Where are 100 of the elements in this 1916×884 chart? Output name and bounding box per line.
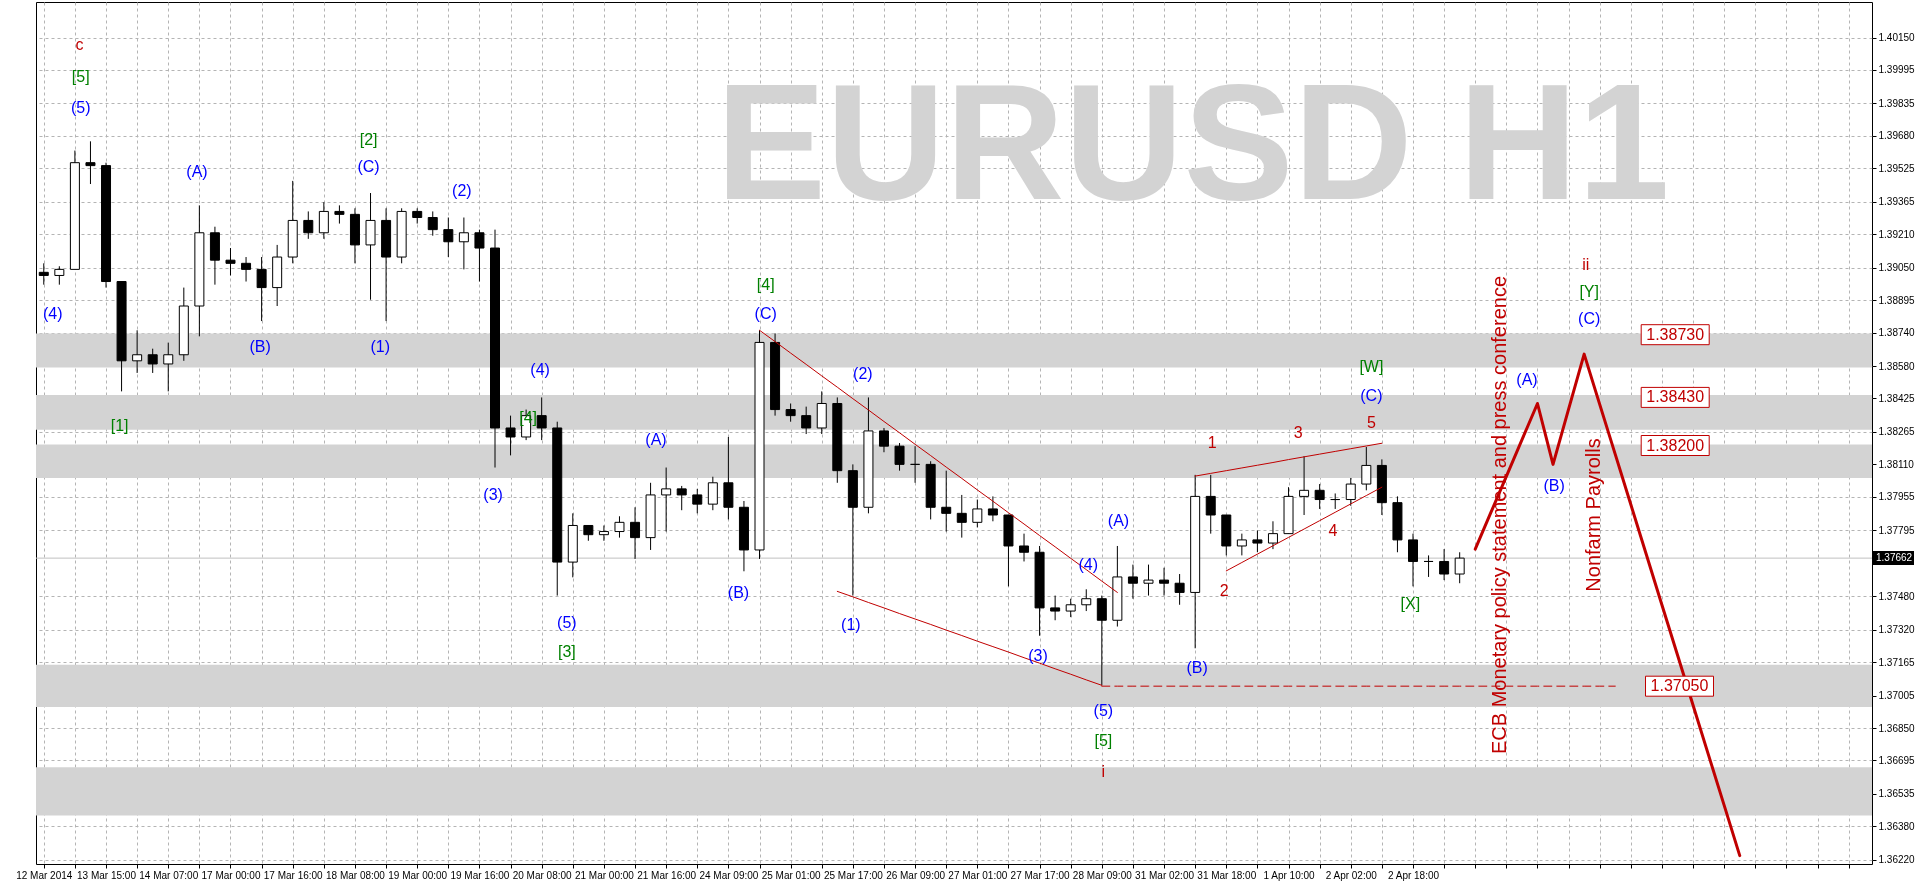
y-tick-label: 1.37480 — [1878, 590, 1916, 602]
annotation: 3 — [1293, 424, 1303, 442]
x-tick-label: 13 Mar 15:00 — [77, 869, 137, 881]
annotation: [3] — [558, 642, 576, 660]
annotation: (A) — [645, 431, 667, 449]
candlestick — [614, 515, 625, 539]
candlestick — [661, 467, 672, 533]
candlestick — [987, 495, 998, 522]
annotation: ECB Monetary policy statement and press conference — [1487, 275, 1510, 755]
annotation: (5) — [1093, 702, 1114, 720]
y-tick-label: 1.37320 — [1878, 624, 1916, 636]
candlestick — [303, 210, 314, 240]
candlestick — [1345, 477, 1356, 507]
y-tick-label: 1.39995 — [1878, 64, 1916, 76]
annotation: c — [75, 35, 84, 53]
ref-line-label: 1.37662 — [1876, 552, 1913, 564]
y-tick-label: 1.37955 — [1878, 491, 1916, 503]
y-tick-label: 1.39835 — [1878, 97, 1916, 109]
candlestick — [878, 427, 889, 453]
annotation: [5] — [71, 68, 90, 86]
candlestick — [132, 329, 143, 374]
annotation: [2] — [359, 130, 378, 148]
candlestick — [1314, 483, 1325, 510]
candlestick — [676, 485, 687, 511]
candlestick — [85, 140, 96, 185]
candlestick — [1408, 533, 1418, 587]
candlestick — [972, 499, 983, 528]
x-tick-label: 21 Mar 16:00 — [637, 869, 697, 881]
y-tick-label: 1.37165 — [1878, 656, 1916, 668]
candlestick — [1361, 446, 1372, 491]
candlestick — [256, 256, 267, 322]
annotation: 4 — [1328, 521, 1338, 539]
x-tick-label: 25 Mar 01:00 — [761, 869, 822, 881]
annotation: (A) — [1516, 371, 1538, 389]
candlestick — [1143, 564, 1154, 597]
x-tick-label: 1 Apr 10:00 — [1263, 869, 1316, 881]
x-tick-label: 20 Mar 08:00 — [512, 869, 573, 881]
annotation: (3) — [483, 485, 503, 503]
candlestick — [1159, 567, 1170, 597]
candlestick — [692, 488, 703, 514]
candlestick — [536, 396, 547, 441]
candlestick — [427, 210, 438, 237]
candlestick — [1454, 551, 1465, 584]
annotation: [4] — [756, 275, 775, 293]
candlestick — [147, 348, 158, 374]
candlestick — [334, 204, 345, 225]
candlestick — [241, 256, 252, 283]
y-tick-label: 1.38265 — [1878, 426, 1916, 438]
annotation: (4) — [530, 361, 550, 378]
y-tick-label: 1.36220 — [1878, 854, 1916, 866]
y-tick-label: 1.37795 — [1878, 524, 1916, 536]
y-tick-label: 1.36695 — [1878, 754, 1916, 766]
candlestick — [163, 342, 174, 392]
x-tick-label: 25 Mar 17:00 — [823, 869, 884, 881]
x-tick-label: 19 Mar 16:00 — [450, 869, 510, 881]
annotation: Nonfarm Payrolls — [1582, 438, 1605, 592]
candlestick — [1050, 595, 1061, 621]
y-tick-label: 1.38425 — [1878, 392, 1916, 404]
annotation: 1.38730 — [1646, 325, 1705, 343]
candlestick — [54, 265, 65, 286]
annotation: 1.37050 — [1650, 677, 1709, 695]
y-tick-label: 1.38895 — [1878, 294, 1916, 306]
annotation: [W] — [1359, 357, 1384, 375]
candlestick — [894, 442, 905, 472]
y-tick-label: 1.39365 — [1878, 196, 1916, 208]
y-tick-label: 1.38580 — [1878, 360, 1916, 372]
candlestick — [318, 201, 329, 240]
annotation: (4) — [42, 304, 63, 322]
x-tick-label: 31 Mar 02:00 — [1135, 869, 1195, 881]
candlestick — [458, 217, 469, 270]
candlestick — [443, 217, 454, 258]
candlestick — [1065, 598, 1076, 618]
annotation: (B) — [727, 583, 750, 601]
candlestick — [474, 229, 485, 283]
annotation: (5) — [557, 613, 577, 631]
candlestick — [1174, 573, 1185, 606]
x-tick-label: 28 Mar 09:00 — [1072, 869, 1133, 881]
y-tick-label: 1.39050 — [1878, 262, 1916, 274]
annotation: (4) — [1078, 555, 1098, 573]
candlestick — [1081, 588, 1092, 612]
y-tick-label: 1.36380 — [1878, 820, 1916, 832]
candlestick — [225, 247, 236, 276]
annotation: (2) — [452, 181, 472, 199]
annotation: 2 — [1219, 582, 1229, 600]
annotation: [1] — [110, 417, 129, 435]
annotation: (B) — [249, 338, 271, 356]
annotation: [5] — [1094, 732, 1113, 750]
annotation: (1) — [370, 337, 390, 355]
y-tick-label: 1.39525 — [1878, 162, 1916, 174]
x-tick-label: 27 Mar 17:00 — [1010, 869, 1070, 881]
annotation: (A) — [186, 162, 208, 180]
y-tick-label: 1.40150 — [1878, 32, 1916, 44]
candlestick — [1439, 548, 1450, 581]
annotation: (5) — [70, 98, 91, 116]
annotation: [X] — [1400, 594, 1421, 612]
annotation: 1.38430 — [1646, 388, 1705, 406]
annotation: (3) — [1028, 646, 1048, 664]
annotation: (C) — [357, 157, 380, 175]
y-tick-label: 1.39210 — [1878, 228, 1916, 240]
annotation: [Y] — [1579, 283, 1599, 301]
